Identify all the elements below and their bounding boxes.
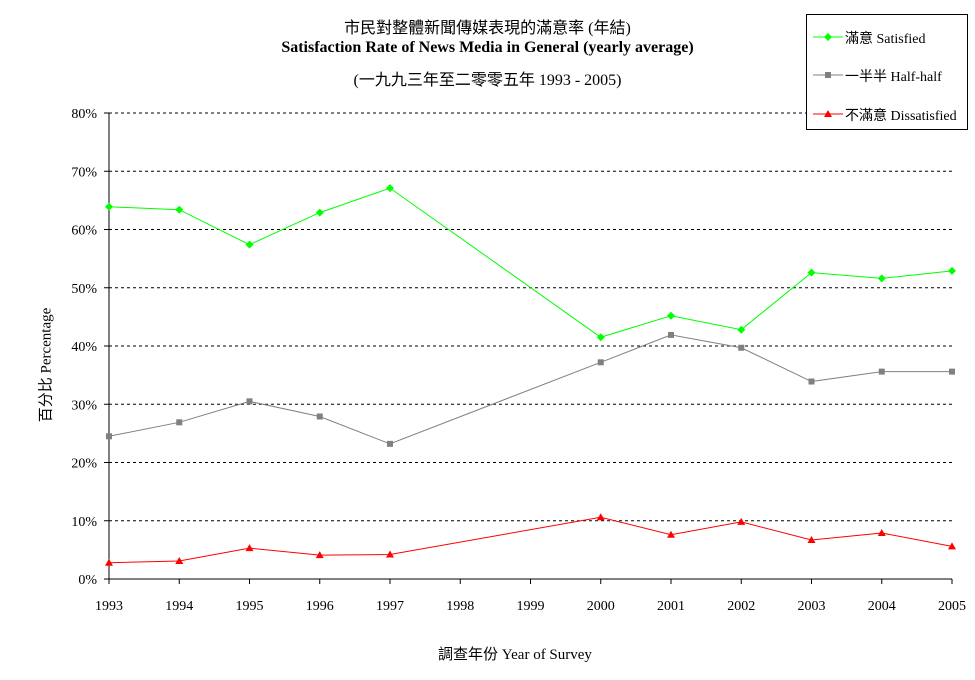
legend-label-half-half: 一半半 Half-half xyxy=(845,70,942,85)
legend-item-half-half: 一半半 Half-half xyxy=(807,65,967,85)
data-point xyxy=(245,544,254,552)
series-line-0 xyxy=(108,187,953,338)
axes xyxy=(104,112,953,584)
data-point xyxy=(316,413,323,420)
x-tick-label: 1996 xyxy=(306,599,334,614)
data-point xyxy=(245,240,254,249)
x-axis-label: 調查年份 Year of Survey xyxy=(438,647,592,663)
x-tick-label: 1993 xyxy=(95,599,123,614)
chart-subtitle: Satisfaction Rate of News Media in Gener… xyxy=(281,39,694,56)
x-tick-label: 1994 xyxy=(165,599,193,614)
x-tick-label: 2000 xyxy=(587,599,615,614)
legend-item-satisfied: 滿意 Satisfied xyxy=(807,27,967,47)
legend-label-dissatisfied: 不滿意 Dissatisfied xyxy=(845,109,957,124)
data-point xyxy=(808,378,815,385)
data-point xyxy=(175,556,184,564)
data-point xyxy=(315,551,324,559)
x-tick-label: 1997 xyxy=(376,599,404,614)
data-point xyxy=(668,331,674,338)
data-point xyxy=(737,517,746,525)
data-point xyxy=(878,368,885,375)
data-point xyxy=(387,440,393,447)
data-point xyxy=(386,550,394,558)
legend: 滿意 Satisfied 一半半 Half-half 不滿意 Dissatisf… xyxy=(806,14,968,130)
data-point xyxy=(807,268,816,277)
data-point xyxy=(949,368,955,375)
data-point xyxy=(106,433,112,440)
legend-item-dissatisfied: 不滿意 Dissatisfied xyxy=(807,104,967,124)
data-point xyxy=(738,344,745,351)
y-tick-label: 60% xyxy=(71,224,97,239)
chart-title: 市民對整體新聞傳媒表現的滿意率 (年結) xyxy=(344,20,631,37)
data-point xyxy=(667,530,675,538)
x-tick-label: 2004 xyxy=(868,599,896,614)
data-point xyxy=(176,419,183,426)
x-tick-label: 1998 xyxy=(446,599,474,614)
x-tick-label: 2003 xyxy=(798,599,826,614)
data-point xyxy=(667,311,675,320)
y-tick-label: 10% xyxy=(71,515,97,530)
y-axis-label: 百分比 Percentage xyxy=(38,307,55,423)
y-tick-label: 50% xyxy=(71,282,97,297)
x-tick-label: 2001 xyxy=(657,599,685,614)
y-tick-label: 20% xyxy=(71,457,97,472)
y-tick-label: 80% xyxy=(71,107,97,122)
data-point xyxy=(737,325,746,334)
x-tick-label: 1999 xyxy=(517,599,545,614)
y-tick-label: 30% xyxy=(71,398,97,413)
y-tick-label: 70% xyxy=(71,165,97,180)
series-line-2 xyxy=(108,516,953,564)
chart-subtitle-years: (一九九三年至二零零五年 1993 - 2005) xyxy=(353,72,622,89)
x-tick-label: 2005 xyxy=(938,599,966,614)
y-tick-label: 0% xyxy=(78,573,97,588)
data-point xyxy=(105,558,113,566)
data-point xyxy=(175,205,184,214)
data-point xyxy=(877,528,886,536)
x-tick-label: 1995 xyxy=(236,599,264,614)
data-point xyxy=(597,359,604,366)
data-point xyxy=(948,542,956,550)
data-point xyxy=(948,266,956,275)
data-point xyxy=(315,208,324,217)
series-line-1 xyxy=(108,334,952,445)
data-point xyxy=(877,274,886,283)
data-point xyxy=(386,184,394,193)
legend-swatch-half-half xyxy=(813,72,843,78)
data-point xyxy=(596,333,605,342)
x-tick-label: 2002 xyxy=(727,599,755,614)
data-point xyxy=(105,202,113,211)
gridlines xyxy=(109,112,952,522)
legend-label-satisfied: 滿意 Satisfied xyxy=(845,32,926,47)
series-group xyxy=(105,184,956,566)
legend-swatch-dissatisfied xyxy=(813,110,843,117)
data-point xyxy=(596,513,605,521)
data-point xyxy=(246,398,253,405)
y-tick-label: 40% xyxy=(71,340,97,355)
legend-swatch-satisfied xyxy=(813,33,843,41)
tick-labels: 0% 10% 20% 30% 40% 50% 60% 70% 80% 1993 1994 1995 19… xyxy=(71,107,966,614)
data-point xyxy=(807,535,816,543)
